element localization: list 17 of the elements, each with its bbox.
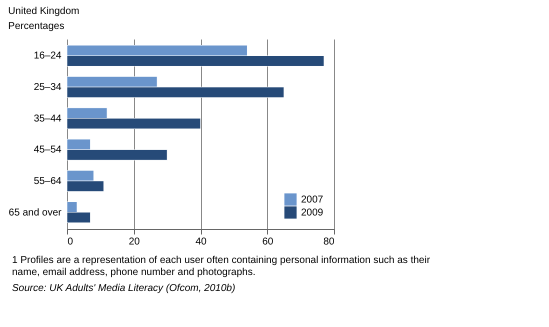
legend-label: 2007 [301,194,324,206]
text: 1 Profiles are a representation of each user often containing personal information such as their name, email address, phone number and photographs. [12,255,431,278]
y-tick-label: 65 and over [8,207,62,218]
x-tick-label: 60 [262,236,274,248]
y-tick-label: 25–34 [34,82,62,94]
y-tick-label: 45–54 [34,144,62,156]
x-tick-label: 80 [323,236,335,248]
chart-title: United Kingdom [8,6,80,17]
legend-label: 2009 [301,208,324,218]
source-note: Source: UK Adults' Media Literacy (Ofcom, 2010b) [12,283,236,294]
y-tick-label: 35–44 [34,113,62,124]
chart-subtitle: Percentages [8,21,64,32]
y-tick-label: 16–24 [34,50,62,62]
x-tick-label: 0 [68,236,74,248]
x-tick-label: 40 [195,236,207,248]
x-tick-label: 20 [128,236,140,248]
y-tick-label: 55–64 [34,176,62,187]
